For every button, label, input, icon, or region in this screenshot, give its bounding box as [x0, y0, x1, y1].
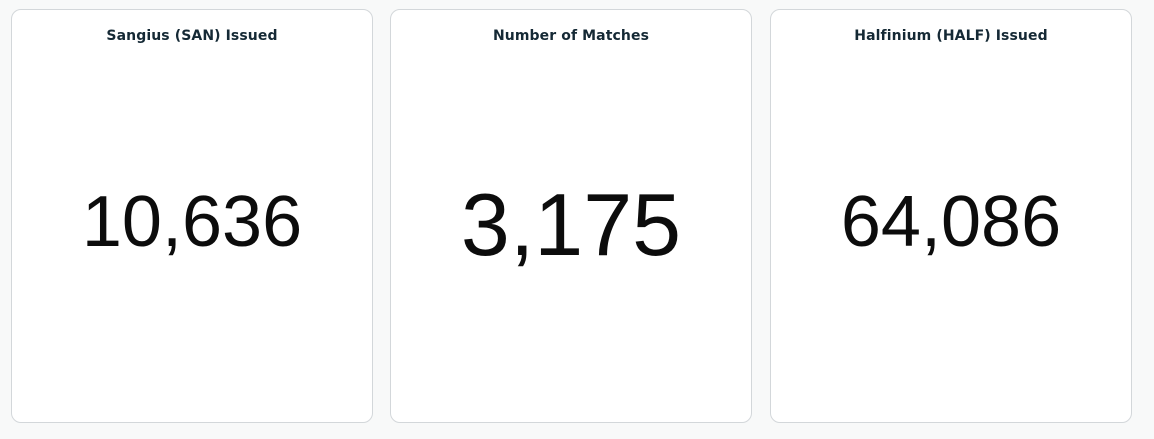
- card-title: Sangius (SAN) Issued: [106, 28, 278, 44]
- card-title: Halfinium (HALF) Issued: [854, 28, 1048, 44]
- card-value: 64,086: [840, 182, 1062, 262]
- card-value: 10,636: [81, 182, 303, 262]
- half-issued-card: Halfinium (HALF) Issued 64,086: [770, 9, 1132, 423]
- number-of-matches-card: Number of Matches 3,175: [390, 9, 752, 423]
- card-value: 3,175: [460, 175, 682, 274]
- san-issued-card: Sangius (SAN) Issued 10,636: [11, 9, 373, 423]
- card-title: Number of Matches: [492, 28, 649, 44]
